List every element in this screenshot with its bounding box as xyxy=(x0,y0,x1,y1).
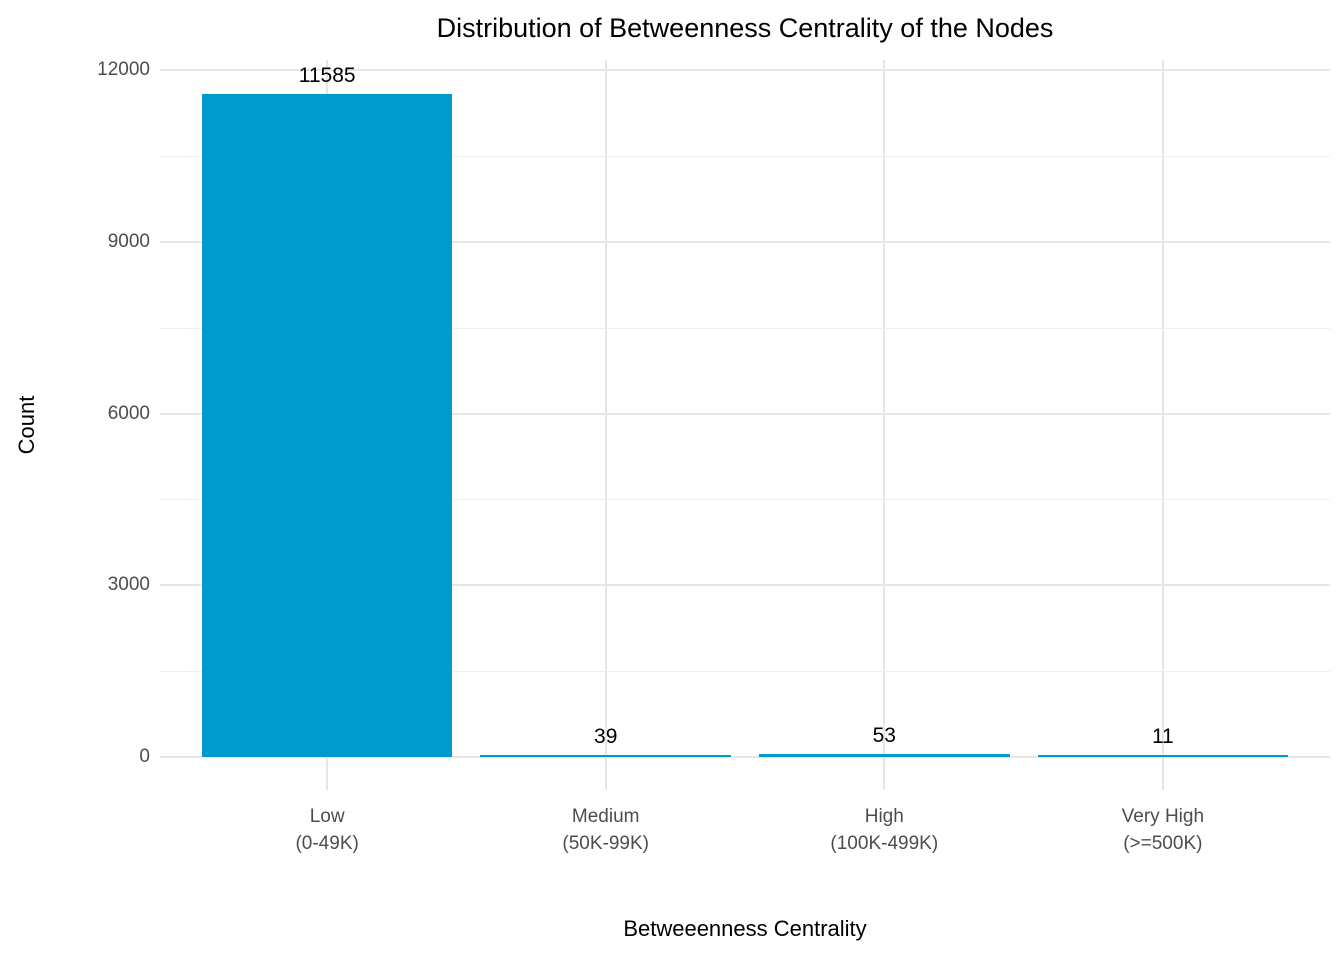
y-tick-label: 0 xyxy=(139,746,150,767)
y-gridline-major xyxy=(160,240,1330,243)
chart-title: Distribution of Betweenness Centrality o… xyxy=(436,13,1054,43)
y-tick-label: 9000 xyxy=(107,230,150,252)
x-tick-label-line: (50K-99K) xyxy=(562,833,650,854)
x-tick-label-line: (0-49K) xyxy=(295,833,359,854)
x-gridline xyxy=(883,60,886,790)
y-gridline-major xyxy=(160,756,1330,758)
x-tick-label: High (100K-499K) xyxy=(830,803,938,857)
x-tick-label-line: Medium xyxy=(571,806,640,827)
x-axis-title: Betweeenness Centrality xyxy=(623,916,867,941)
plot-panel: 11585 39 53 11 xyxy=(160,60,1330,790)
x-tick-label: Medium (50K-99K) xyxy=(562,803,649,857)
bar xyxy=(480,755,732,757)
x-tick-label: Low (0-49K) xyxy=(295,803,358,857)
x-tick-label-line: Very High xyxy=(1121,806,1205,827)
y-gridline-minor xyxy=(160,499,1330,501)
x-gridline xyxy=(604,60,607,790)
bar xyxy=(1037,755,1289,757)
y-gridline-minor xyxy=(160,671,1330,673)
x-tick-label-line: Low xyxy=(309,806,345,827)
bar-value-label: 11585 xyxy=(298,64,356,87)
bar-value-label: 39 xyxy=(594,725,618,748)
x-tick-label: Very High (>=500K) xyxy=(1122,803,1204,857)
x-tick-label-line: High xyxy=(864,806,904,827)
x-tick-label-line: (100K-499K) xyxy=(830,833,939,854)
y-tick-label: 3000 xyxy=(107,574,150,596)
y-gridline-minor xyxy=(160,327,1330,329)
y-gridline-major xyxy=(160,584,1330,587)
y-tick-label: 12000 xyxy=(97,59,150,80)
y-gridline-major xyxy=(160,412,1330,415)
y-tick-label: 6000 xyxy=(107,402,150,424)
x-tick-label-line: (>=500K) xyxy=(1123,833,1203,854)
x-gridline xyxy=(1161,60,1164,790)
bar xyxy=(201,94,453,757)
bar xyxy=(758,754,1010,757)
bar-value-label: 11 xyxy=(1151,725,1174,748)
y-gridline-major xyxy=(160,69,1330,71)
y-gridline-minor xyxy=(160,155,1330,157)
bar-value-label: 53 xyxy=(872,724,896,747)
